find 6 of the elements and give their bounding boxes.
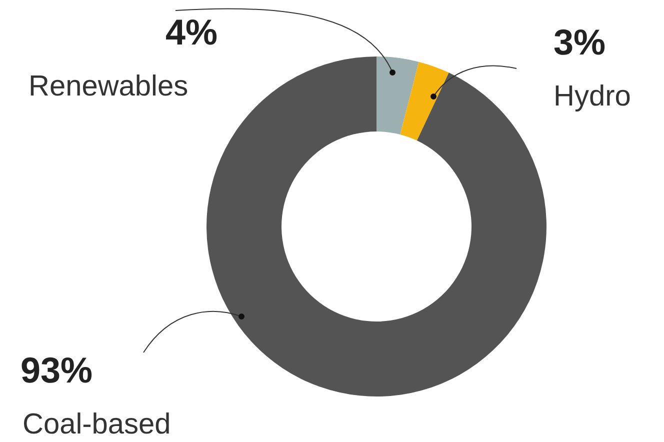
slice-label: Renewables [28, 70, 188, 102]
data-label: 93% [20, 350, 93, 390]
data-label: 4% [166, 12, 218, 52]
data-label: 3% [554, 22, 606, 62]
slice-label: Hydro [554, 80, 631, 112]
slice-label: Coal-based [22, 408, 171, 440]
